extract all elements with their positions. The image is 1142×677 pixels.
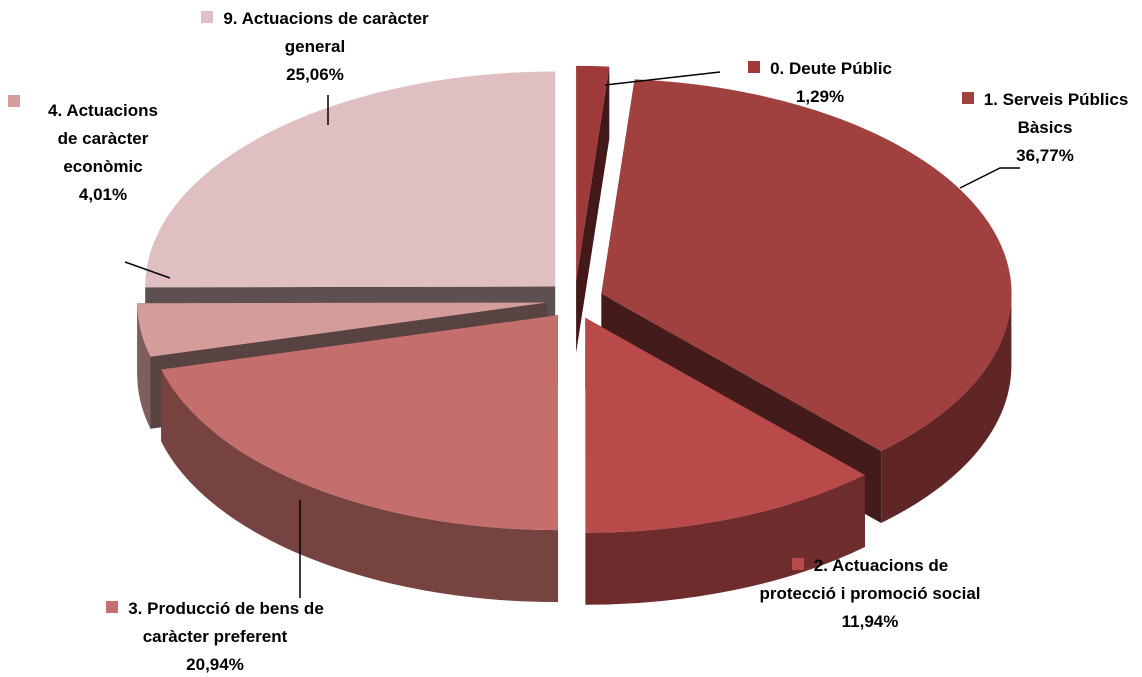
slice-side [137,303,151,429]
slice-side [881,293,1012,523]
label-0: 0. Deute Públic 1,29% [720,55,920,111]
slice [161,315,558,531]
legend-swatch [961,92,974,104]
leader-line [959,167,1020,189]
legend-swatch [8,95,20,107]
label-name: 1. Serveis Públics Bàsics [983,90,1129,137]
label-name: 3. Producció de bens de caràcter prefere… [128,599,324,646]
pie [137,65,1012,605]
label-name: 4. Actuacions de caràcter econòmic [48,101,158,176]
slice [576,65,610,281]
label-value: 4,01% [78,185,128,204]
label-value: 1,29% [795,87,845,106]
label-1: 1. Serveis Públics Bàsics 36,77% [940,86,1142,170]
label-name: 2. Actuacions de protecció i promoció so… [759,556,981,603]
label-name: 0. Deute Públic [770,59,892,78]
leader-line [124,261,171,279]
label-3: 3. Producció de bens de caràcter prefere… [85,595,345,677]
slice [601,79,1012,452]
slice-wall [576,66,610,353]
label-2: 2. Actuacions de protecció i promoció so… [755,552,985,636]
slice [585,317,865,533]
slice [145,71,556,288]
label-value: 11,94% [841,612,899,631]
label-value: 25,06% [286,65,344,84]
legend-swatch [748,61,761,73]
label-name: 9. Actuacions de caràcter general [223,9,429,56]
label-value: 20,94% [186,655,244,674]
slice [137,302,548,357]
slice-side [161,369,558,603]
legend-swatch [201,11,214,23]
slice-side [585,475,865,605]
legend-swatch [106,601,119,613]
leaders [124,71,1020,598]
label-4: 4. Actuacions de caràcter econòmic 4,01% [8,95,198,209]
legend-swatch [791,558,804,570]
label-9: 9. Actuacions de caràcter general 25,06% [200,5,430,89]
leader-line [604,71,721,86]
label-value: 36,77% [1016,146,1074,165]
